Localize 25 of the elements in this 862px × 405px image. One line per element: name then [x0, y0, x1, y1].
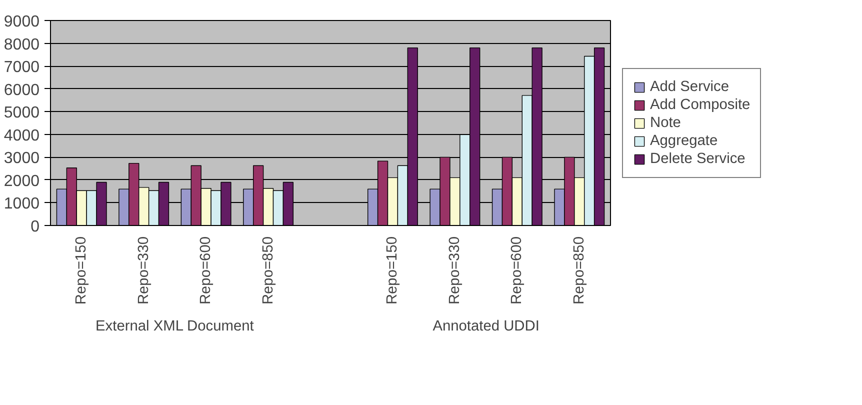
legend-label: Note: [650, 114, 681, 130]
x-tick-label: Repo=600: [509, 236, 526, 305]
y-tick-label: 9000: [4, 14, 40, 30]
x-tick-label: Repo=850: [571, 236, 588, 305]
x-tick-label: Repo=150: [74, 236, 90, 305]
y-tick-label: 8000: [4, 36, 40, 54]
x-tick-label: Repo=600: [198, 236, 214, 305]
x-tick-label: Repo=150: [384, 236, 401, 305]
y-tick-label: 2000: [4, 172, 40, 190]
legend-label: Delete Service: [650, 150, 746, 166]
y-tick-label: 1000: [4, 196, 40, 213]
legend-label: Add Service: [650, 78, 730, 94]
y-tick-label: 4000: [4, 127, 40, 144]
y-tick-label: 7000: [4, 59, 40, 76]
x-tick-label: Repo=330: [136, 236, 152, 305]
x-tick-label: Repo=330: [446, 236, 463, 305]
y-tick-label: 0: [30, 218, 40, 236]
legend-label: Add Composite: [650, 96, 750, 112]
y-tick-label: 5000: [4, 104, 40, 122]
x-tick-label: Repo=850: [260, 236, 276, 305]
text: External XML Document: [96, 318, 254, 334]
legend-label: Aggregate: [650, 132, 718, 148]
text: Annotated UDDI: [432, 318, 540, 334]
y-tick-label: 3000: [4, 150, 40, 168]
y-tick-label: 6000: [4, 82, 40, 99]
